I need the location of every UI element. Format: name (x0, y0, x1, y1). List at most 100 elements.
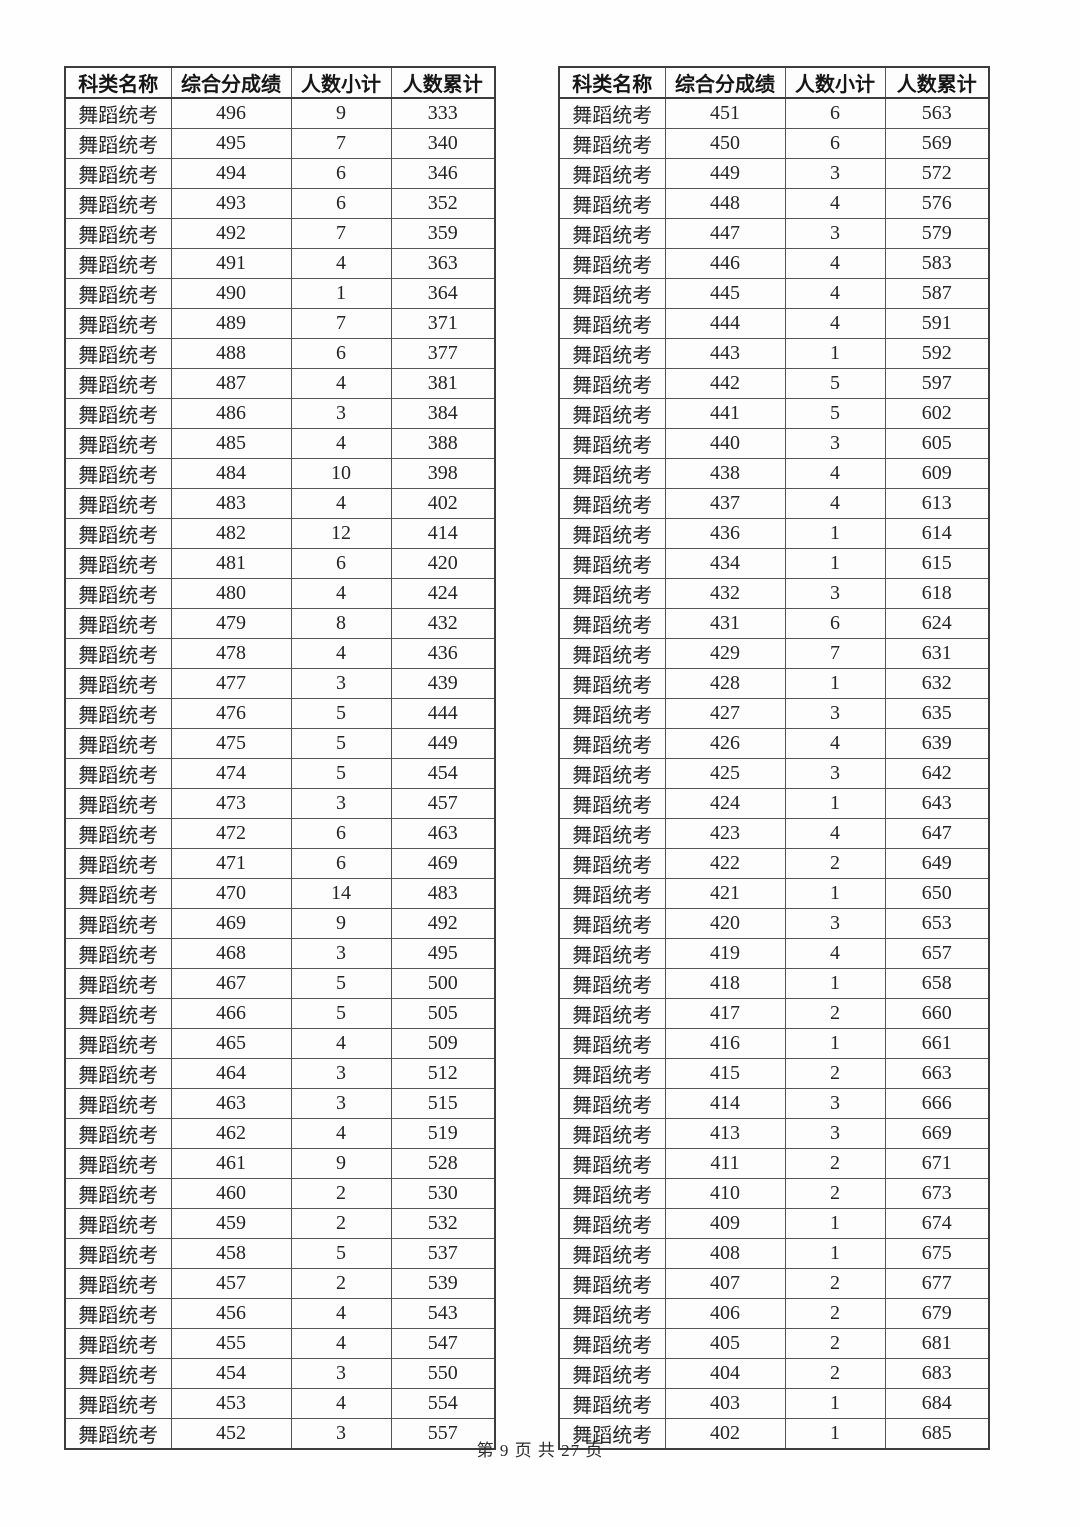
count-cell: 2 (784, 1268, 886, 1299)
count-cell: 6 (290, 848, 392, 879)
cumulative-cell: 352 (390, 188, 496, 219)
score-cell: 445 (664, 278, 786, 309)
count-cell: 4 (784, 308, 886, 339)
table-row: 舞蹈统考 487 4 381 (64, 368, 496, 399)
count-cell: 14 (290, 878, 392, 909)
cumulative-cell: 346 (390, 158, 496, 189)
count-cell: 3 (784, 758, 886, 789)
count-cell: 3 (784, 1118, 886, 1149)
score-cell: 416 (664, 1028, 786, 1059)
category-cell: 舞蹈统考 (558, 968, 666, 999)
header-row: 科类名称 综合分成绩 人数小计 人数累计 (64, 66, 496, 99)
category-cell: 舞蹈统考 (558, 158, 666, 189)
count-cell: 7 (290, 308, 392, 339)
category-cell: 舞蹈统考 (64, 818, 172, 849)
score-cell: 454 (170, 1358, 292, 1389)
count-cell: 6 (784, 128, 886, 159)
score-cell: 410 (664, 1178, 786, 1209)
table-row: 舞蹈统考 402 1 685 (558, 1418, 990, 1450)
category-cell: 舞蹈统考 (558, 1058, 666, 1089)
cumulative-cell: 673 (884, 1178, 990, 1209)
count-cell: 1 (784, 1028, 886, 1059)
column-header: 综合分成绩 (170, 66, 292, 99)
cumulative-cell: 495 (390, 938, 496, 969)
cumulative-cell: 340 (390, 128, 496, 159)
table-row: 舞蹈统考 463 3 515 (64, 1088, 496, 1119)
count-cell: 3 (290, 938, 392, 969)
cumulative-cell: 439 (390, 668, 496, 699)
table-row: 舞蹈统考 447 3 579 (558, 218, 990, 249)
category-cell: 舞蹈统考 (64, 938, 172, 969)
category-cell: 舞蹈统考 (64, 788, 172, 819)
count-cell: 4 (290, 488, 392, 519)
score-cell: 474 (170, 758, 292, 789)
table-row: 舞蹈统考 414 3 666 (558, 1088, 990, 1119)
count-cell: 2 (784, 1148, 886, 1179)
category-cell: 舞蹈统考 (558, 488, 666, 519)
table-row: 舞蹈统考 483 4 402 (64, 488, 496, 519)
category-cell: 舞蹈统考 (64, 698, 172, 729)
count-cell: 3 (784, 698, 886, 729)
count-cell: 2 (290, 1208, 392, 1239)
cumulative-cell: 679 (884, 1298, 990, 1329)
table-row: 舞蹈统考 466 5 505 (64, 998, 496, 1029)
column-header: 科类名称 (558, 66, 666, 99)
category-cell: 舞蹈统考 (64, 128, 172, 159)
count-cell: 3 (290, 1058, 392, 1089)
count-cell: 5 (784, 368, 886, 399)
score-cell: 485 (170, 428, 292, 459)
cumulative-cell: 660 (884, 998, 990, 1029)
score-cell: 486 (170, 398, 292, 429)
category-cell: 舞蹈统考 (558, 608, 666, 639)
score-cell: 409 (664, 1208, 786, 1239)
cumulative-cell: 543 (390, 1298, 496, 1329)
score-cell: 482 (170, 518, 292, 549)
score-cell: 464 (170, 1058, 292, 1089)
count-cell: 1 (784, 338, 886, 369)
table-row: 舞蹈统考 407 2 677 (558, 1268, 990, 1299)
category-cell: 舞蹈统考 (64, 968, 172, 999)
table-row: 舞蹈统考 476 5 444 (64, 698, 496, 729)
page-number: 第 9 页 共 27 页 (476, 1441, 604, 1460)
table-row: 舞蹈统考 429 7 631 (558, 638, 990, 669)
category-cell: 舞蹈统考 (64, 518, 172, 549)
count-cell: 4 (784, 248, 886, 279)
score-cell: 466 (170, 998, 292, 1029)
cumulative-cell: 632 (884, 668, 990, 699)
category-cell: 舞蹈统考 (558, 548, 666, 579)
count-cell: 3 (784, 218, 886, 249)
cumulative-cell: 613 (884, 488, 990, 519)
count-cell: 6 (290, 548, 392, 579)
score-cell: 448 (664, 188, 786, 219)
count-cell: 3 (290, 788, 392, 819)
cumulative-cell: 420 (390, 548, 496, 579)
cumulative-cell: 661 (884, 1028, 990, 1059)
cumulative-cell: 569 (884, 128, 990, 159)
table-body: 舞蹈统考 451 6 563 舞蹈统考 450 6 569 舞蹈统考 449 3 572 舞蹈统考 448… (558, 97, 990, 1450)
count-cell: 4 (290, 248, 392, 279)
table-row: 舞蹈统考 434 1 615 (558, 548, 990, 579)
score-cell: 477 (170, 668, 292, 699)
cumulative-cell: 674 (884, 1208, 990, 1239)
table-row: 舞蹈统考 475 5 449 (64, 728, 496, 759)
category-cell: 舞蹈统考 (558, 818, 666, 849)
table-row: 舞蹈统考 478 4 436 (64, 638, 496, 669)
table-row: 舞蹈统考 488 6 377 (64, 338, 496, 369)
count-cell: 1 (784, 788, 886, 819)
count-cell: 1 (784, 548, 886, 579)
table-row: 舞蹈统考 461 9 528 (64, 1148, 496, 1179)
table-row: 舞蹈统考 404 2 683 (558, 1358, 990, 1389)
score-cell: 493 (170, 188, 292, 219)
cumulative-cell: 532 (390, 1208, 496, 1239)
cumulative-cell: 592 (884, 338, 990, 369)
score-cell: 449 (664, 158, 786, 189)
column-header: 科类名称 (64, 66, 172, 99)
table-row: 舞蹈统考 451 6 563 (558, 97, 990, 129)
category-cell: 舞蹈统考 (558, 1328, 666, 1359)
score-cell: 479 (170, 608, 292, 639)
category-cell: 舞蹈统考 (558, 668, 666, 699)
category-cell: 舞蹈统考 (64, 1208, 172, 1239)
score-cell: 459 (170, 1208, 292, 1239)
table-row: 舞蹈统考 442 5 597 (558, 368, 990, 399)
cumulative-cell: 639 (884, 728, 990, 759)
